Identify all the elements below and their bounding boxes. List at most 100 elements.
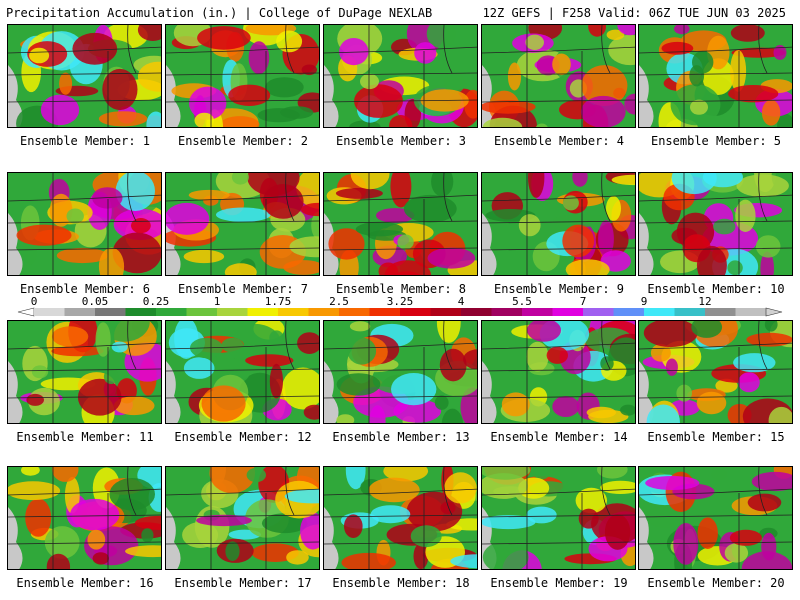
colorbar-segment	[278, 308, 309, 316]
colorbar-segment	[491, 308, 523, 316]
colorbar-label: 9	[641, 295, 648, 308]
member-caption: Ensemble Member: 16	[16, 576, 154, 590]
member-map-11	[7, 320, 162, 424]
member-caption: Ensemble Member: 1	[19, 134, 151, 148]
member-caption: Ensemble Member: 17	[174, 576, 312, 590]
member-caption: Ensemble Member: 15	[647, 430, 785, 444]
precip-field	[482, 467, 635, 569]
member-caption: Ensemble Member: 8	[335, 282, 467, 296]
colorbar-segment	[522, 308, 553, 316]
member-caption: Ensemble Member: 13	[332, 430, 470, 444]
colorbar-label: 1	[214, 295, 221, 308]
precip-field	[482, 321, 635, 423]
precip-field	[8, 25, 161, 127]
member-map-2	[165, 24, 320, 128]
precip-field	[8, 467, 161, 569]
precip-field	[166, 25, 319, 127]
colorbar-segment	[613, 308, 645, 316]
colorbar-segment	[125, 308, 157, 316]
colorbar-label: 0	[31, 295, 38, 308]
member-map-19	[481, 466, 636, 570]
precip-field	[166, 321, 319, 423]
precip-field	[482, 173, 635, 275]
member-map-13	[323, 320, 478, 424]
colorbar-segment	[583, 308, 614, 316]
member-map-7	[165, 172, 320, 276]
colorbar-label: 4	[458, 295, 465, 308]
member-map-6	[7, 172, 162, 276]
member-caption: Ensemble Member: 4	[493, 134, 625, 148]
colorbar-min-arrow	[17, 307, 35, 317]
precip-field	[324, 173, 477, 275]
colorbar-segment	[735, 308, 767, 316]
member-map-20	[638, 466, 793, 570]
colorbar-segment	[461, 308, 492, 316]
member-caption: Ensemble Member: 12	[174, 430, 312, 444]
member-map-1	[7, 24, 162, 128]
colorbar-segment	[339, 308, 370, 316]
colorbar-segment	[217, 308, 248, 316]
colorbar-segment	[400, 308, 431, 316]
member-caption: Ensemble Member: 14	[490, 430, 628, 444]
member-caption: Ensemble Member: 10	[647, 282, 785, 296]
precip-field	[639, 321, 792, 423]
run-info: 12Z GEFS | F258 Valid: 06Z TUE JUN 03 20…	[482, 6, 786, 20]
precip-field	[639, 173, 792, 275]
colorbar-segment	[247, 308, 279, 316]
colorbar-segment	[95, 308, 126, 316]
member-map-18	[323, 466, 478, 570]
colorbar-label: 1.75	[265, 295, 292, 308]
member-map-17	[165, 466, 320, 570]
precip-field	[8, 321, 161, 423]
member-caption: Ensemble Member: 11	[16, 430, 154, 444]
colorbar-segment	[552, 308, 584, 316]
precip-field	[8, 173, 161, 275]
member-caption: Ensemble Member: 5	[650, 134, 782, 148]
precip-field	[324, 25, 477, 127]
member-caption: Ensemble Member: 2	[177, 134, 309, 148]
header: Precipitation Accumulation (in.) | Colle…	[0, 0, 800, 24]
member-caption: Ensemble Member: 9	[493, 282, 625, 296]
member-map-16	[7, 466, 162, 570]
colorbar-segment	[34, 308, 65, 316]
precip-field	[166, 467, 319, 569]
member-map-8	[323, 172, 478, 276]
colorbar-segment	[186, 308, 218, 316]
precip-field	[166, 173, 319, 275]
colorbar-segment	[644, 308, 675, 316]
member-map-4	[481, 24, 636, 128]
member-map-14	[481, 320, 636, 424]
colorbar-segment	[705, 308, 736, 316]
colorbar-label: 5.5	[512, 295, 532, 308]
colorbar-segment	[308, 308, 340, 316]
precip-colorbar: 0 0.05 0.25 1 1.75 2.5 3.25 4 5.5 7 9 12	[17, 295, 783, 317]
member-map-9	[481, 172, 636, 276]
member-caption: Ensemble Member: 6	[19, 282, 151, 296]
colorbar-label: 2.5	[329, 295, 349, 308]
precip-field	[324, 321, 477, 423]
member-caption: Ensemble Member: 3	[335, 134, 467, 148]
member-caption: Ensemble Member: 18	[332, 576, 470, 590]
member-caption: Ensemble Member: 7	[177, 282, 309, 296]
colorbar-label: 0.25	[143, 295, 170, 308]
member-map-5	[638, 24, 793, 128]
colorbar-segment	[64, 308, 96, 316]
colorbar-label: 0.05	[82, 295, 109, 308]
colorbar-label: 3.25	[387, 295, 414, 308]
colorbar-segment	[156, 308, 187, 316]
member-map-12	[165, 320, 320, 424]
colorbar-max-arrow	[765, 307, 783, 317]
page-title: Precipitation Accumulation (in.) | Colle…	[6, 6, 433, 20]
precip-field	[324, 467, 477, 569]
member-map-15	[638, 320, 793, 424]
member-caption: Ensemble Member: 19	[490, 576, 628, 590]
colorbar-segment	[674, 308, 706, 316]
precip-field	[639, 25, 792, 127]
member-caption: Ensemble Member: 20	[647, 576, 785, 590]
precip-field	[482, 25, 635, 127]
member-map-3	[323, 24, 478, 128]
member-map-10	[638, 172, 793, 276]
colorbar-segment	[430, 308, 462, 316]
colorbar-label: 7	[580, 295, 587, 308]
precip-field	[639, 467, 792, 569]
